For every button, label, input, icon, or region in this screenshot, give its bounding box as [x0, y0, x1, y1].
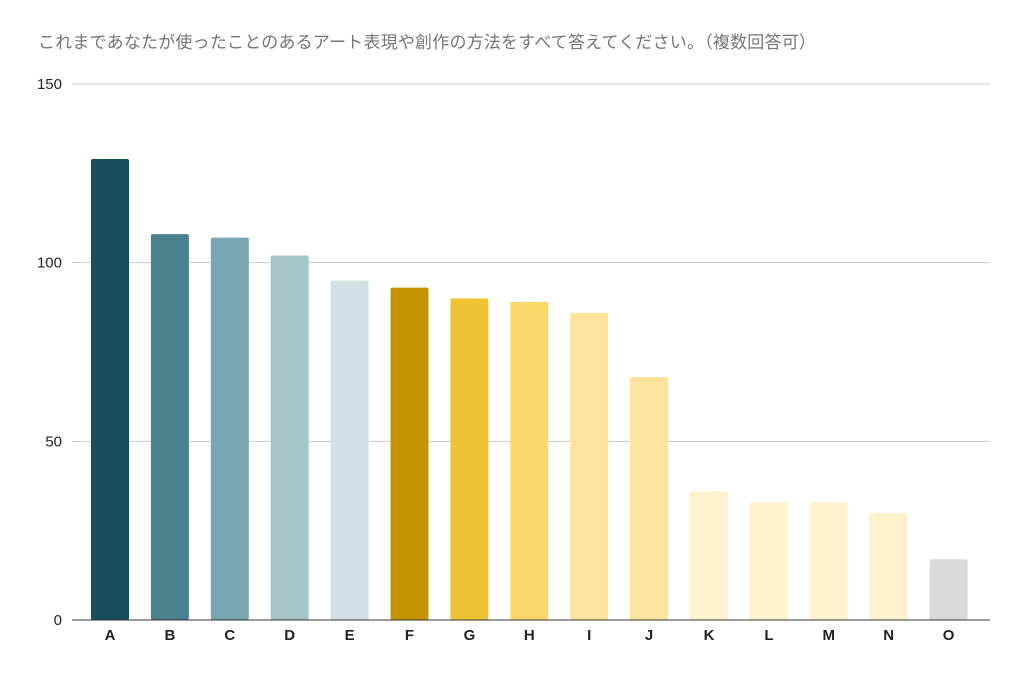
bar-k [690, 491, 728, 620]
bar-j [630, 377, 669, 620]
bar-g [450, 298, 489, 620]
bar-a [91, 159, 129, 621]
x-tick-label: K [704, 627, 715, 644]
bars [91, 159, 968, 621]
x-tick-label: E [345, 627, 355, 644]
bar-c [210, 237, 249, 621]
y-axis-ticks: 0 50 100 150 [37, 76, 62, 629]
bar-o [929, 559, 968, 620]
x-tick-label: O [943, 627, 955, 644]
x-tick-label: A [105, 627, 116, 644]
bar-f [390, 287, 429, 620]
bar-e [330, 280, 369, 620]
bar-n [869, 512, 908, 620]
x-tick-label: D [284, 627, 295, 644]
x-axis-ticks: A B C D E F G H I J K L M N O [105, 627, 955, 644]
bar-d [270, 255, 309, 620]
y-tick-label: 100 [37, 255, 62, 272]
bar-b [150, 234, 189, 620]
y-tick-label: 50 [45, 433, 62, 450]
x-tick-label: B [164, 627, 175, 644]
x-tick-label: I [587, 627, 591, 644]
x-tick-label: C [224, 627, 235, 644]
bar-m [809, 502, 848, 620]
x-tick-label: F [405, 627, 414, 644]
chart-title: これまであなたが使ったことのあるアート表現や創作の方法をすべて答えてください。（… [38, 33, 817, 53]
x-tick-label: N [883, 627, 894, 644]
x-tick-label: G [464, 627, 476, 644]
x-tick-label: J [645, 627, 653, 644]
y-tick-label: 0 [54, 612, 62, 629]
y-tick-label: 150 [37, 76, 62, 93]
bar-l [749, 502, 788, 620]
x-tick-label: M [823, 627, 836, 644]
bar-i [570, 312, 609, 620]
bar-h [510, 301, 549, 620]
x-tick-label: L [764, 627, 773, 644]
x-tick-label: H [524, 627, 535, 644]
